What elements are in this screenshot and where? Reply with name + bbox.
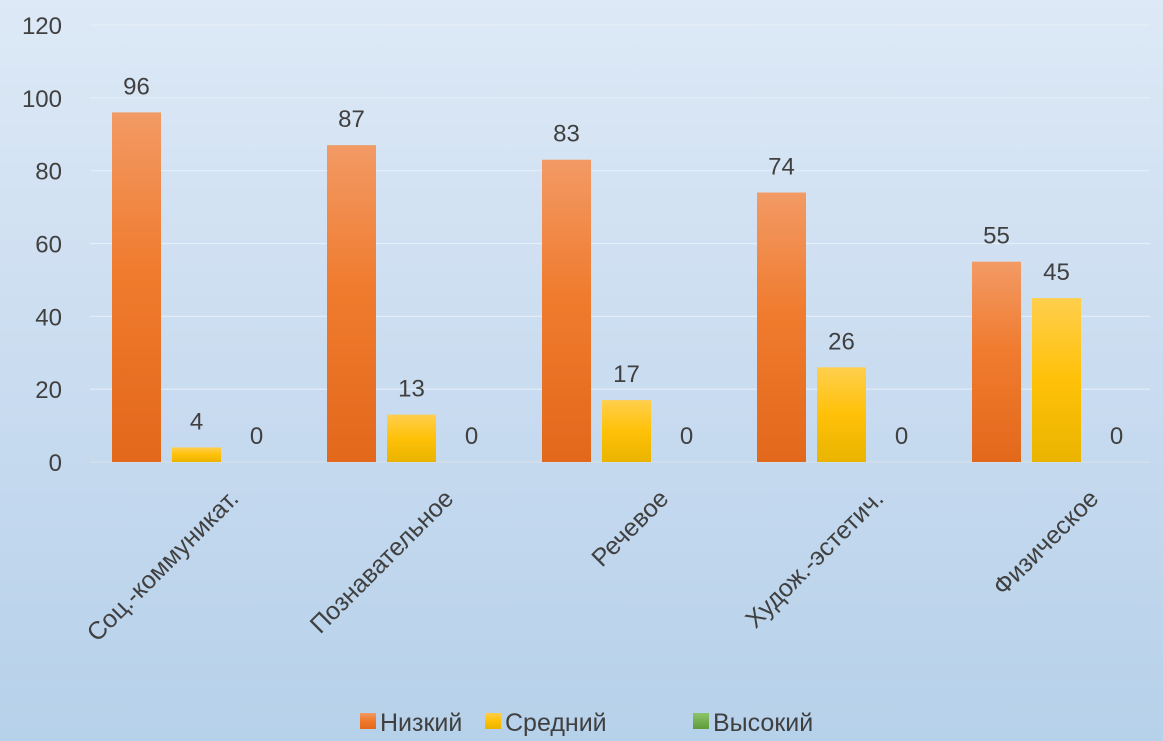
data-label: 87 [338,106,365,133]
data-label: 17 [613,361,640,388]
x-tick-label: Соц.-коммуникат. [82,484,245,647]
legend-swatch [360,713,376,729]
data-label: 26 [828,328,855,355]
data-label: 55 [983,223,1010,250]
legend-swatch [485,713,501,729]
y-axis: 0 20 40 60 80 100 120 [22,13,62,477]
y-tick-label: 100 [22,86,62,113]
bar-Низкий-1 [327,145,376,463]
data-label: 45 [1043,259,1070,286]
bar-Низкий-3 [757,192,806,462]
data-label: 0 [895,423,908,450]
data-labels: 96 4 0 87 13 0 83 17 0 74 26 0 55 45 0 [123,73,1123,450]
bar-Средний-0 [172,447,221,462]
x-tick-label: Физическое [988,484,1105,601]
bar-Низкий-2 [542,159,591,462]
bar-Средний-2 [602,400,651,462]
data-label: 74 [768,154,795,181]
legend-label: Низкий [380,709,462,737]
y-tick-label: 40 [35,304,62,331]
bars [112,112,1081,463]
data-label: 96 [123,73,150,100]
data-label: 0 [680,423,693,450]
data-label: 4 [190,408,203,435]
data-label: 13 [398,376,425,403]
x-axis: Соц.-коммуникат. Познавательное Речевое Худ… [82,484,1105,647]
legend-label: Средний [505,709,607,737]
y-tick-label: 60 [35,232,62,259]
bar-Низкий-4 [972,261,1021,462]
y-tick-label: 80 [35,159,62,186]
data-label: 83 [553,121,580,148]
data-label: 0 [250,423,263,450]
y-tick-label: 120 [22,13,62,40]
legend: Низкий Средний Высокий [360,709,813,737]
y-tick-label: 0 [49,450,62,477]
bar-Низкий-0 [112,112,161,463]
bar-Средний-3 [817,367,866,462]
data-label: 0 [465,423,478,450]
legend-label: Высокий [713,709,813,737]
x-tick-label: Худож.-эстетич. [740,484,889,633]
bar-Средний-4 [1032,298,1081,462]
x-tick-label: Познавательное [305,484,460,639]
data-label: 0 [1110,423,1123,450]
legend-swatch [693,713,709,729]
bar-Средний-1 [387,414,436,462]
x-tick-label: Речевое [586,484,674,572]
y-tick-label: 20 [35,377,62,404]
